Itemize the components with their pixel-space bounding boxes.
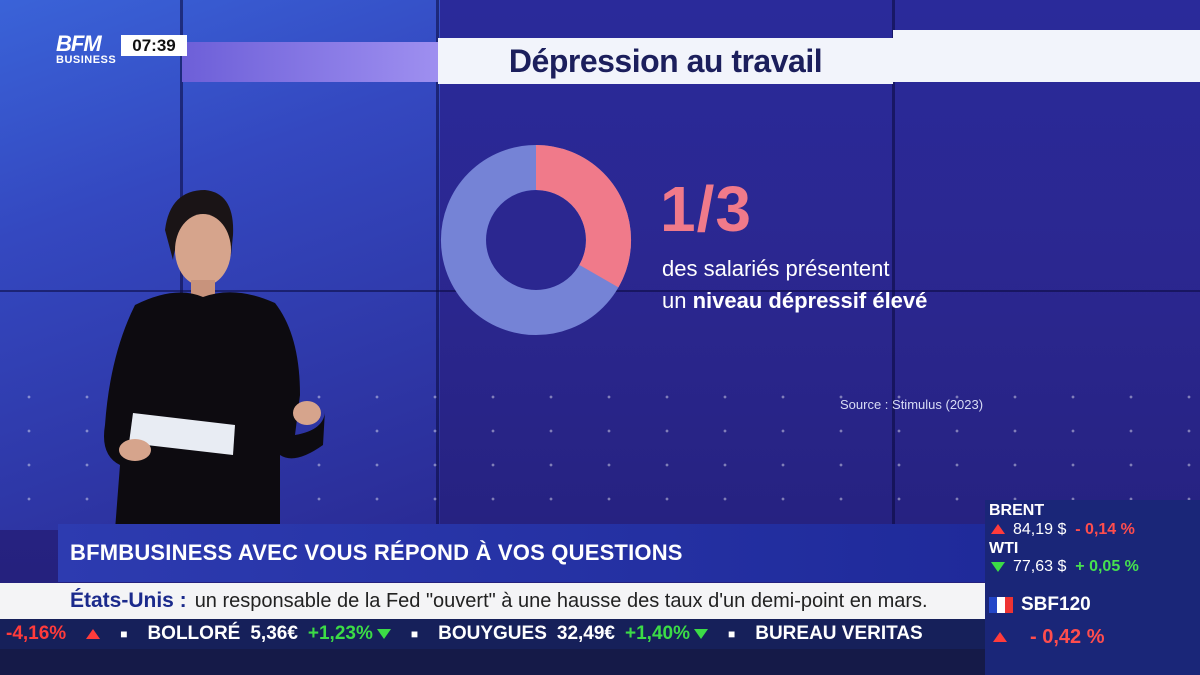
- stock-ticker: -4,16% ■ BOLLORÉ 5,36€ +1,23% ■ BOUYGUES…: [0, 619, 985, 649]
- ticker-name: BUREAU VERITAS: [755, 623, 923, 644]
- ticker-price: 32,49€: [556, 623, 615, 644]
- title-accent-right: [893, 30, 1200, 82]
- arrow-up-icon: [86, 629, 101, 639]
- market-wti-change: + 0,05 %: [1075, 558, 1139, 575]
- market-sbf-row: SBF120: [989, 592, 1194, 618]
- lower-third-text: BFMBUSINESS AVEC VOUS RÉPOND À VOS QUEST…: [70, 540, 683, 565]
- market-sbf-label: SBF120: [1021, 594, 1091, 615]
- channel-logo: BFM BUSINESS: [56, 31, 118, 74]
- arrow-up-icon: [991, 524, 1005, 534]
- ticker-change: +1,40%: [625, 623, 690, 644]
- donut-chart: [440, 144, 632, 336]
- source-credit: Source : Stimulus (2023): [840, 397, 984, 412]
- bottom-strip: [0, 649, 985, 675]
- stat-caption-emphasis: niveau dépressif élevé: [692, 288, 928, 313]
- market-wti-label: WTI: [989, 540, 1019, 557]
- donut-hole: [487, 191, 585, 289]
- market-wti-row: 77,63 $ + 0,05 %: [1013, 558, 1139, 576]
- clock: 07:39: [121, 35, 187, 56]
- news-headline-text: un responsable de la Fed "ouvert" à une …: [194, 589, 928, 612]
- ticker-name: BOLLORÉ: [147, 623, 241, 644]
- arrow-down-icon: [693, 629, 708, 639]
- stat-caption-line1: des salariés présentent: [662, 256, 890, 281]
- market-brent-row: 84,19 $ - 0,14 %: [1013, 521, 1135, 539]
- france-flag-icon: [989, 597, 1013, 613]
- arrow-down-icon: [991, 562, 1005, 572]
- lower-third-banner: BFMBUSINESS AVEC VOUS RÉPOND À VOS QUEST…: [58, 524, 988, 582]
- presenter-face: [175, 214, 231, 286]
- screen-seam: [892, 0, 895, 530]
- ticker-price: 5,36€: [250, 623, 298, 644]
- ticker-change: +1,23%: [307, 623, 373, 644]
- presenter-jacket: [104, 292, 325, 530]
- arrow-down-icon: [376, 629, 391, 639]
- presenter-papers: [129, 413, 235, 455]
- donut-highlight-segment: [440, 144, 632, 336]
- market-brent-value: 84,19 $: [1013, 521, 1067, 538]
- market-brent-change: - 0,14 %: [1075, 521, 1135, 538]
- market-sbf-change: - 0,42 %: [1030, 626, 1105, 648]
- logo-bfm-text: BFM: [56, 31, 102, 56]
- presenter-hand-right: [293, 401, 321, 425]
- stat-caption-line2: un niveau dépressif élevé: [662, 288, 927, 314]
- market-brent-label: BRENT: [989, 502, 1045, 519]
- ticker-change: -4,16%: [6, 623, 67, 644]
- ticker-name: BOUYGUES: [438, 623, 547, 644]
- arrow-up-icon: [993, 632, 1007, 642]
- presenter-hand-left: [119, 439, 151, 461]
- screen-seam: [436, 0, 439, 530]
- graphic-title: Dépression au travail: [508, 42, 823, 79]
- stat-caption-prefix: un: [662, 288, 693, 313]
- market-panel: BRENT 84,19 $ - 0,14 % WTI 77,63 $ + 0,0…: [985, 500, 1200, 675]
- graphic-title-bar: Dépression au travail: [438, 38, 893, 84]
- logo-business-text: BUSINESS: [56, 54, 117, 66]
- market-wti-value: 77,63 $: [1013, 558, 1067, 575]
- news-headline-label: États-Unis :: [70, 589, 187, 612]
- ticker-separator-icon: ■: [120, 627, 128, 641]
- news-crawl: États-Unis : un responsable de la Fed "o…: [0, 583, 985, 619]
- ticker-separator-icon: ■: [727, 627, 736, 641]
- presenter-figure: [104, 190, 325, 530]
- ticker-separator-icon: ■: [410, 627, 419, 641]
- title-accent-left: [182, 42, 438, 82]
- stat-fraction: 1/3: [660, 173, 752, 245]
